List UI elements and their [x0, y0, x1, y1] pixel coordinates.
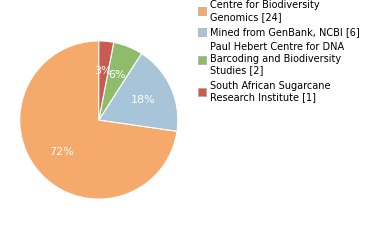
- Wedge shape: [99, 54, 178, 131]
- Text: 72%: 72%: [49, 147, 74, 157]
- Wedge shape: [99, 41, 114, 120]
- Text: 18%: 18%: [131, 95, 156, 105]
- Text: 3%: 3%: [95, 66, 112, 76]
- Text: 6%: 6%: [108, 70, 126, 79]
- Wedge shape: [20, 41, 177, 199]
- Legend: Centre for Biodiversity
Genomics [24], Mined from GenBank, NCBI [6], Paul Hebert: Centre for Biodiversity Genomics [24], M…: [198, 0, 360, 102]
- Wedge shape: [99, 42, 141, 120]
